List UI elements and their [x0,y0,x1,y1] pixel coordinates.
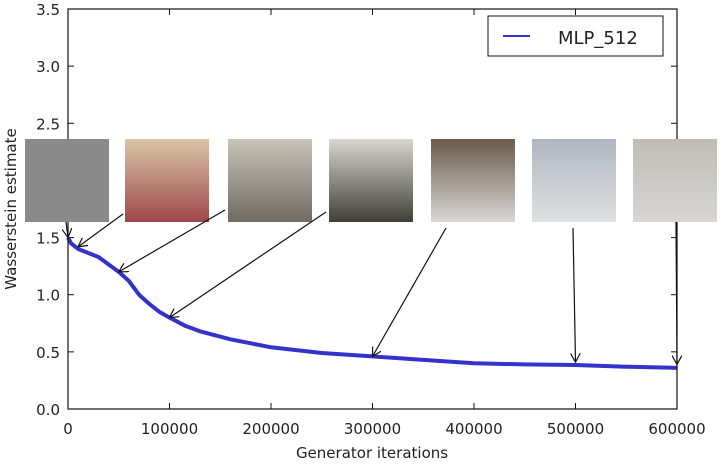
sample-image [329,139,413,222]
sample-image [25,139,109,222]
y-tick-label: 0.0 [36,401,60,419]
x-axis-label: Generator iterations [296,444,448,462]
sample-image [431,139,515,222]
y-tick-label: 2.5 [36,115,60,133]
legend: MLP_512 [488,16,663,56]
x-tick-label: 400000 [445,420,502,438]
annotation-arrow [373,228,447,356]
annotation-arrow [573,228,576,362]
sample-image [125,139,209,222]
annotation-arrows [66,210,677,364]
series-line-MLP_512 [68,238,677,368]
y-tick-label: 3.0 [36,58,60,76]
x-tick-label: 500000 [547,420,604,438]
sample-image [228,139,312,222]
x-tick-label: 0 [63,420,73,438]
x-tick-label: 300000 [344,420,401,438]
annotation-arrow [170,212,327,318]
series-layer [68,237,677,367]
x-tick-label: 600000 [648,420,705,438]
legend-label: MLP_512 [558,28,638,49]
x-tick-label: 100000 [141,420,198,438]
y-tick-label: 1.5 [36,230,60,248]
y-axis-label: Wasserstein estimate [2,128,20,289]
x-tick-label: 200000 [242,420,299,438]
sample-image [532,139,616,222]
sample-images [25,139,717,222]
y-tick-label: 1.0 [36,287,60,305]
y-tick-label: 0.5 [36,344,60,362]
y-tick-label: 3.5 [36,1,60,19]
sample-image [633,139,717,222]
